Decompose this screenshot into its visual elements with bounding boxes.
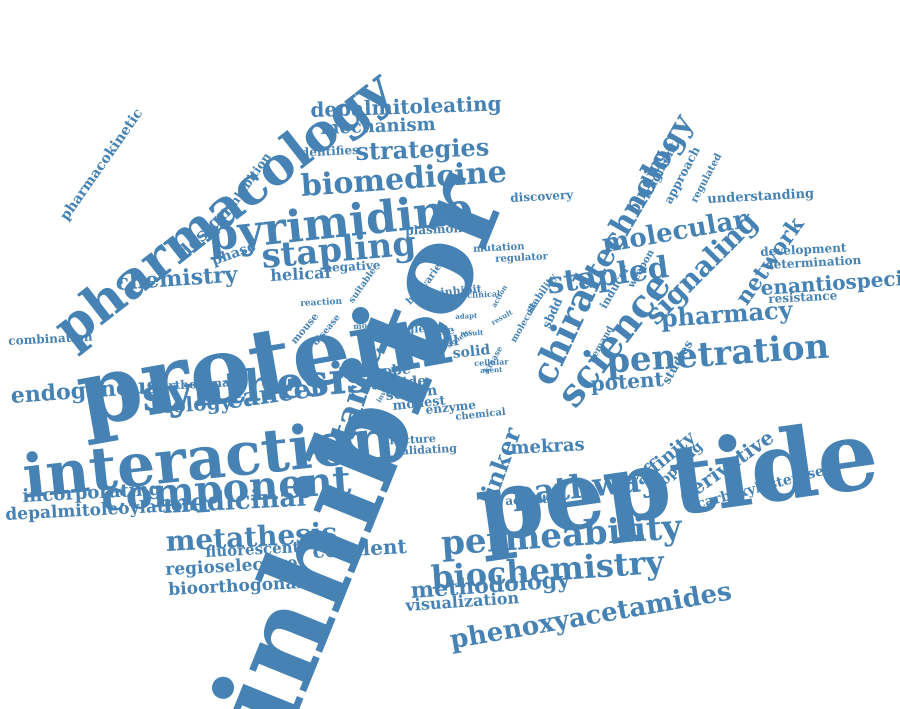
cloud-word-identifies: identifies (295, 142, 360, 160)
cloud-word-result: result (489, 307, 514, 327)
cloud-word-determination: determination (764, 252, 862, 272)
cloud-word-mechanism: mechanism (319, 113, 436, 139)
cloud-word-discovery: discovery (509, 187, 574, 205)
cloud-word-plasmon: plasmon (404, 221, 463, 238)
cloud-word-understanding: understanding (706, 186, 815, 207)
cloud-word-validating: validating (394, 441, 458, 458)
cloud-word-potent: potent (589, 366, 665, 396)
cloud-word-orthogonal: orthogonal (159, 375, 235, 393)
cloud-word-pharmacokinetic: pharmacokinetic (57, 105, 147, 224)
cloud-word-regulator: regulator (494, 251, 549, 265)
cloud-word-activity: activity (504, 491, 555, 508)
cloud-word-helical: helical (269, 262, 331, 285)
cloud-word-chemistry: chemistry (114, 261, 239, 296)
cloud-word-strategies: strategies (354, 132, 490, 166)
cloud-word-mekras: mekras (509, 434, 586, 459)
cloud-word-facet: facet (424, 337, 445, 348)
cloud-word-single: single (387, 322, 426, 337)
cloud-word-model: model (352, 319, 381, 331)
cloud-word-biology: biology (149, 389, 233, 419)
cloud-word-resistance: resistance (767, 288, 838, 306)
cloud-word-adapt: adapt (454, 310, 478, 321)
cloud-word-agent: agent (479, 364, 503, 375)
cloud-word-covalent: covalent (311, 534, 408, 563)
